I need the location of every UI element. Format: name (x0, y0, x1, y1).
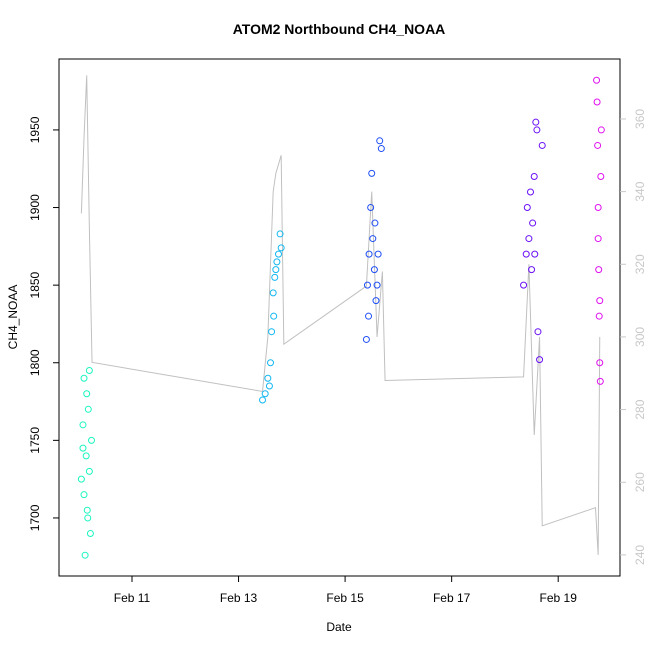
chart-title: ATOM2 Northbound CH4_NOAA (233, 21, 446, 37)
data-point (371, 219, 379, 227)
data-point (368, 169, 376, 177)
data-point (77, 475, 85, 483)
y2-tick-label: 240 (633, 545, 647, 565)
data-line (80, 75, 601, 555)
data-point (532, 118, 540, 126)
data-point (377, 145, 385, 153)
data-point (369, 235, 377, 243)
x-axis-label: Date (326, 620, 352, 634)
data-point (87, 436, 95, 444)
data-point (531, 250, 539, 258)
data-point (84, 514, 92, 522)
data-point (79, 421, 87, 429)
data-point (536, 356, 544, 364)
data-point (365, 250, 373, 258)
data-point (261, 390, 269, 398)
data-point (264, 374, 272, 382)
data-point (277, 244, 285, 252)
y2-tick-label: 300 (633, 327, 647, 347)
data-point (362, 335, 370, 343)
data-point (268, 328, 276, 336)
data-point (523, 204, 531, 212)
data-point (269, 289, 277, 297)
data-point (534, 328, 542, 336)
data-point (265, 382, 273, 390)
data-point (596, 359, 604, 367)
x-tick-label: Feb 11 (114, 591, 151, 605)
data-point (526, 188, 534, 196)
data-point (372, 297, 380, 305)
data-point (276, 230, 284, 238)
data-point (597, 172, 605, 180)
x-tick-label: Feb 13 (220, 591, 258, 605)
x-tick-label: Feb 17 (433, 591, 471, 605)
y2-tick-label: 280 (633, 399, 647, 419)
y-tick-label: 1800 (28, 349, 42, 376)
data-point (525, 235, 533, 243)
data-point (533, 126, 541, 134)
data-point (520, 281, 528, 289)
data-point (376, 137, 384, 145)
data-point (595, 266, 603, 274)
data-point (85, 467, 93, 475)
y2-tick-label: 360 (633, 109, 647, 129)
data-point (79, 444, 87, 452)
data-point (593, 76, 601, 84)
data-point (86, 529, 94, 537)
y-tick-label: 1850 (28, 271, 42, 298)
data-point (594, 141, 602, 149)
data-point (593, 98, 601, 106)
data-point (259, 396, 267, 404)
data-point (274, 250, 282, 258)
data-point (594, 204, 602, 212)
data-point (522, 250, 530, 258)
data-point (80, 374, 88, 382)
data-point (83, 390, 91, 398)
data-point (596, 377, 604, 385)
data-point (538, 141, 546, 149)
data-point (273, 258, 281, 266)
y-tick-label: 1700 (28, 504, 42, 531)
data-point (373, 281, 381, 289)
plot-frame (58, 58, 621, 577)
data-point (596, 297, 604, 305)
data-point (365, 312, 373, 320)
data-point (528, 266, 536, 274)
data-point (597, 126, 605, 134)
y-tick-label: 1750 (28, 427, 42, 454)
y-tick-label: 1900 (28, 194, 42, 221)
y2-tick-label: 340 (633, 181, 647, 201)
data-point (82, 452, 90, 460)
data-point (595, 312, 603, 320)
x-tick-label: Feb 19 (540, 591, 578, 605)
data-point (272, 266, 280, 274)
x-tick-label: Feb 15 (326, 591, 364, 605)
data-point (529, 219, 537, 227)
data-point (81, 551, 89, 559)
y-tick-label: 1950 (28, 116, 42, 143)
data-point (267, 359, 275, 367)
data-point (530, 172, 538, 180)
data-point (374, 250, 382, 258)
data-point (363, 281, 371, 289)
data-point (85, 367, 93, 375)
y-axis-label: CH4_NOAA (6, 285, 20, 350)
y2-tick-label: 260 (633, 472, 647, 492)
data-point (84, 405, 92, 413)
data-point (594, 235, 602, 243)
data-point (271, 273, 279, 281)
y2-tick-label: 320 (633, 254, 647, 274)
data-point (367, 204, 375, 212)
data-point (80, 491, 88, 499)
data-point (83, 506, 91, 514)
data-point (270, 312, 278, 320)
data-point (370, 266, 378, 274)
